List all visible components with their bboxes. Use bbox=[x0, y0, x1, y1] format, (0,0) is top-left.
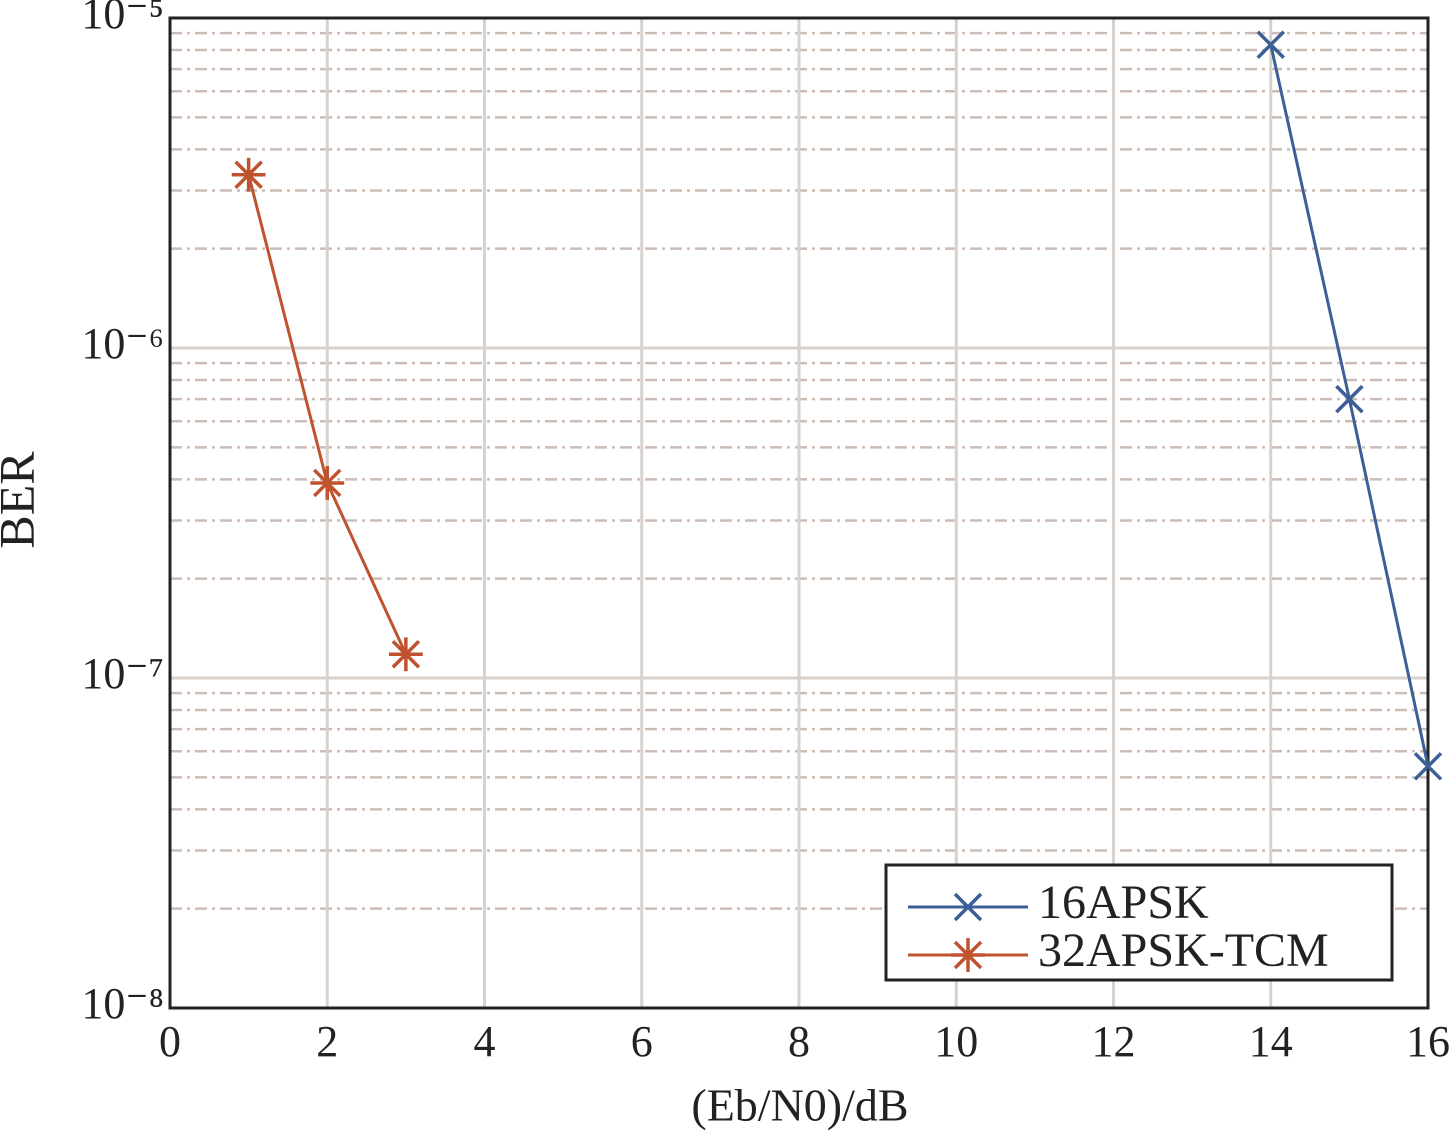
marker bbox=[231, 157, 266, 192]
x-tick-label: 14 bbox=[1249, 1017, 1293, 1066]
marker-stroke bbox=[953, 892, 983, 922]
x-tick-label: 6 bbox=[631, 1017, 653, 1066]
x-tick-label: 4 bbox=[474, 1017, 496, 1066]
y-axis-label: BER bbox=[0, 451, 44, 549]
x-tick-label: 16 bbox=[1406, 1017, 1450, 1066]
y-tick-label: 10⁻⁶ bbox=[81, 319, 164, 368]
marker bbox=[1335, 384, 1364, 414]
x-axis-label: (Eb/N0)/dB bbox=[691, 1080, 908, 1131]
plot-frame bbox=[168, 16, 1430, 1010]
marker bbox=[310, 466, 345, 500]
series-line bbox=[1269, 44, 1430, 767]
marker bbox=[951, 938, 985, 972]
marker bbox=[1256, 30, 1285, 59]
marker-stroke bbox=[1413, 752, 1443, 781]
marker bbox=[1413, 752, 1443, 781]
legend-box bbox=[884, 863, 1394, 982]
x-tick-label: 0 bbox=[159, 1017, 181, 1066]
legend-label: 16APSK bbox=[1038, 876, 1209, 929]
x-tick-label: 8 bbox=[788, 1017, 810, 1066]
x-tick-label: 10 bbox=[934, 1017, 978, 1066]
x-tick-label: 12 bbox=[1092, 1017, 1136, 1066]
legend-label: 32APSK-TCM bbox=[1038, 924, 1329, 977]
marker bbox=[953, 892, 983, 922]
y-tick-label: 10⁻⁵ bbox=[81, 0, 164, 38]
x-tick-label: 2 bbox=[316, 1017, 338, 1066]
y-tick-label: 10⁻⁷ bbox=[81, 649, 164, 698]
marker-stroke bbox=[1335, 384, 1364, 414]
marker bbox=[388, 637, 423, 672]
marker-stroke bbox=[1256, 30, 1285, 59]
y-tick-label: 10⁻⁸ bbox=[81, 979, 164, 1028]
